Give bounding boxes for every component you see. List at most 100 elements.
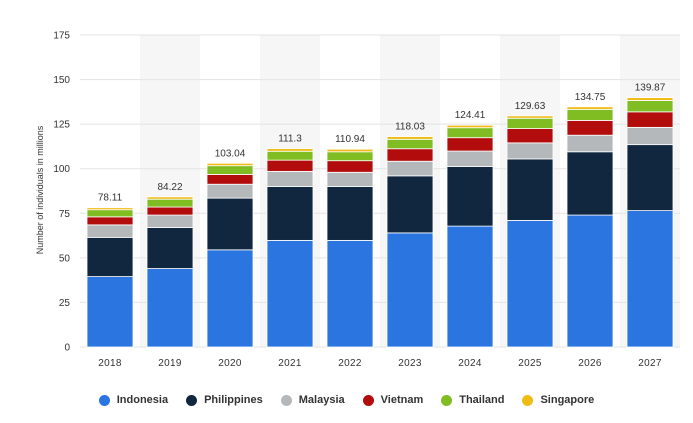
bar-segment-thailand <box>86 209 134 218</box>
bar-segment-indonesia <box>506 220 554 348</box>
total-labels: 78.11 84.22 103.04 111.3 110.94 118.03 124.41 1… <box>98 83 666 204</box>
bar-segment-malaysia <box>386 160 434 177</box>
bar-segment-thailand <box>386 138 434 150</box>
legend-item-indonesia[interactable]: Indonesia <box>98 394 169 406</box>
bar-segment-vietnam <box>206 174 254 185</box>
bar-segment-singapore <box>446 124 494 129</box>
bar-segment-philippines <box>86 236 134 277</box>
bar-segment-vietnam <box>146 206 194 216</box>
x-tick-label: 2026 <box>578 358 602 369</box>
bar-segment-indonesia <box>446 225 494 348</box>
bar-segment-philippines <box>386 175 434 234</box>
legend-label: Malaysia <box>298 394 345 406</box>
total-label: 84.22 <box>157 182 182 193</box>
legend-label: Indonesia <box>116 394 169 406</box>
bar-segment-philippines <box>326 186 374 241</box>
legend-item-thailand[interactable]: Thailand <box>441 394 504 406</box>
bar-segment-malaysia <box>566 134 614 153</box>
bar-segment-singapore <box>266 148 314 152</box>
bar-segment-indonesia <box>86 276 134 348</box>
legend: Indonesia Philippines Malaysia Vietnam Thail… <box>0 390 693 410</box>
y-axis-ticks: 0 25 50 75 100 125 150 175 <box>53 31 70 354</box>
legend-swatch <box>522 394 534 406</box>
bar-segment-vietnam <box>326 160 374 173</box>
bar-segment-vietnam <box>86 216 134 226</box>
bar-segment-singapore <box>626 97 674 101</box>
legend-item-singapore[interactable]: Singapore <box>522 394 594 406</box>
bar-segment-philippines <box>566 151 614 216</box>
bar-segment-philippines <box>266 186 314 241</box>
legend-item-vietnam[interactable]: Vietnam <box>362 394 424 406</box>
bar-segment-thailand <box>506 117 554 130</box>
y-tick-label: 125 <box>53 120 70 131</box>
bar-segment-vietnam <box>626 111 674 128</box>
total-label: 110.94 <box>335 134 365 145</box>
legend-swatch <box>280 394 292 406</box>
bars <box>86 97 674 348</box>
bar-segment-vietnam <box>446 137 494 152</box>
legend-swatch <box>441 394 453 406</box>
bar-segment-malaysia <box>326 171 374 187</box>
total-label: 124.41 <box>455 110 486 121</box>
x-axis-ticks: 2018 2019 2020 2021 2022 2023 2024 2025 2026 2027 <box>98 358 662 369</box>
x-tick-label: 2019 <box>158 358 182 369</box>
y-tick-label: 100 <box>53 164 70 175</box>
bar-segment-singapore <box>146 196 194 200</box>
bar-segment-malaysia <box>266 170 314 187</box>
bar-segment-philippines <box>506 158 554 221</box>
bar-segment-malaysia <box>146 214 194 228</box>
legend-label: Singapore <box>540 394 595 406</box>
y-tick-label: 75 <box>59 209 71 220</box>
y-tick-label: 175 <box>53 31 70 42</box>
x-tick-label: 2018 <box>98 358 122 369</box>
legend-item-philippines[interactable]: Philippines <box>186 394 263 406</box>
bar-segment-malaysia <box>626 126 674 146</box>
bar-segment-singapore <box>206 162 254 167</box>
bar-segment-indonesia <box>206 249 254 348</box>
bar-segment-indonesia <box>266 239 314 348</box>
legend-swatch <box>98 394 110 406</box>
bar-segment-vietnam <box>386 148 434 162</box>
bar-segment-indonesia <box>626 210 674 348</box>
bar-segment-thailand <box>626 100 674 113</box>
x-tick-label: 2020 <box>218 358 242 369</box>
x-tick-label: 2021 <box>278 358 302 369</box>
bar-segment-malaysia <box>446 150 494 167</box>
x-tick-label: 2027 <box>638 358 662 369</box>
bar-segment-thailand <box>266 150 314 161</box>
legend-label: Philippines <box>204 394 263 406</box>
total-label: 78.11 <box>98 193 123 204</box>
bar-segment-thailand <box>326 151 374 162</box>
x-tick-label: 2022 <box>338 358 362 369</box>
total-label: 139.87 <box>635 83 666 94</box>
bar-segment-indonesia <box>386 232 434 348</box>
legend-label: Thailand <box>459 394 505 406</box>
bar-segment-malaysia <box>506 142 554 160</box>
bar-segment-singapore <box>506 115 554 119</box>
bar-segment-singapore <box>566 106 614 110</box>
bar-segment-indonesia <box>326 239 374 348</box>
bar-segment-indonesia <box>566 214 614 348</box>
bar-segment-singapore <box>86 207 134 211</box>
bar-segment-vietnam <box>266 159 314 172</box>
legend-item-malaysia[interactable]: Malaysia <box>280 394 345 406</box>
bar-segment-indonesia <box>146 268 194 348</box>
bar-segment-vietnam <box>506 128 554 144</box>
legend-label: Vietnam <box>380 394 424 406</box>
bar-segment-thailand <box>446 127 494 139</box>
x-tick-label: 2025 <box>518 358 542 369</box>
legend-swatch <box>362 394 374 406</box>
bar-segment-thailand <box>206 165 254 175</box>
x-tick-label: 2023 <box>398 358 422 369</box>
legend-swatch <box>186 394 198 406</box>
bar-segment-philippines <box>626 144 674 212</box>
x-tick-label: 2024 <box>458 358 482 369</box>
bar-segment-singapore <box>326 148 374 153</box>
bar-segment-vietnam <box>566 119 614 136</box>
y-tick-label: 50 <box>59 253 71 264</box>
bar-segment-philippines <box>206 197 254 251</box>
total-label: 134.75 <box>575 92 606 103</box>
total-label: 103.04 <box>215 148 246 159</box>
total-label: 129.63 <box>515 101 546 112</box>
bar-segment-malaysia <box>86 224 134 238</box>
